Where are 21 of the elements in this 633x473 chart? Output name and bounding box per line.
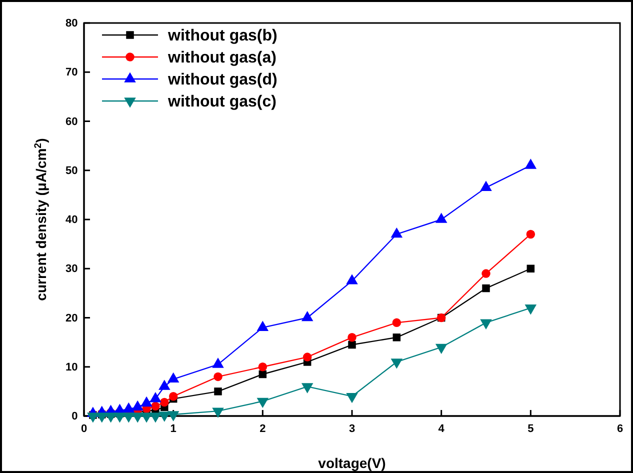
- y-tick-label: 50: [65, 164, 78, 177]
- y-tick-label: 20: [65, 312, 78, 324]
- y-tick-label: 30: [65, 263, 78, 276]
- x-tick-label: 3: [348, 423, 356, 436]
- legend-label: without gas(b): [167, 28, 278, 45]
- y-tick-label: 80: [65, 18, 78, 30]
- x-tick-label: 1: [170, 423, 176, 436]
- x-tick-label: 6: [616, 423, 624, 436]
- x-tick-label: 0: [80, 423, 88, 436]
- legend-label: without gas(d): [167, 72, 278, 89]
- x-tick-label: 4: [438, 423, 446, 436]
- y-tick-label: 60: [65, 116, 78, 128]
- y-tick-label: 70: [65, 66, 78, 79]
- x-tick-label: 2: [260, 423, 266, 436]
- y-tick-label: 0: [72, 410, 78, 423]
- y-tick-label: 10: [65, 361, 78, 374]
- y-tick-label: 40: [65, 214, 78, 226]
- legend-label: without gas(a): [167, 50, 276, 67]
- legend-label: without gas(c): [167, 94, 276, 111]
- x-axis-title: voltage(V): [318, 455, 386, 471]
- x-tick-label: 5: [528, 423, 534, 436]
